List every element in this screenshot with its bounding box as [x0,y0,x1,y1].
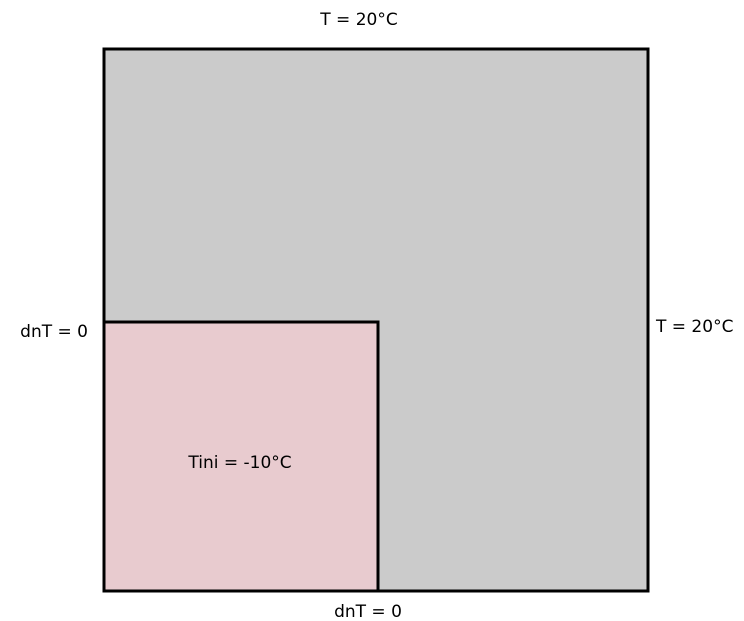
bottom-label: dnT = 0 [334,602,402,621]
inner-label: Tini = -10°C [187,453,291,473]
top-label: T = 20°C [319,10,397,30]
right-label: T = 20°C [655,317,733,337]
inner-region [102,320,380,593]
left-label: dnT = 0 [20,322,88,342]
